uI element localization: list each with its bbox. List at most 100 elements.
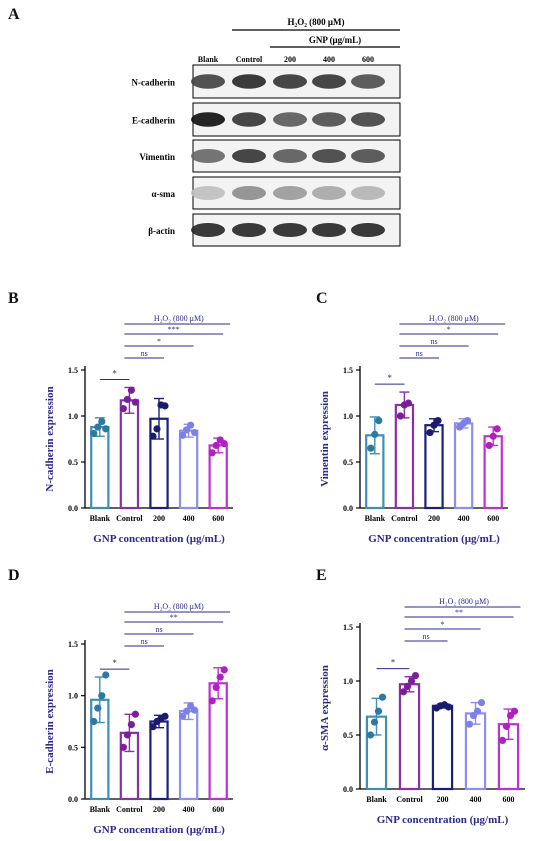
y-tick-label: 1.0: [68, 412, 78, 421]
x-tick-label: Blank: [90, 805, 111, 814]
significance-label: ns: [430, 337, 437, 346]
bar: [119, 399, 140, 510]
data-point: [399, 688, 408, 696]
significance-label: **: [170, 613, 178, 622]
blot-row-label: β-actin: [148, 226, 175, 236]
data-point: [465, 720, 474, 728]
data-point: [464, 417, 472, 425]
lane-label: 600: [362, 55, 374, 64]
blot-band: [191, 148, 225, 164]
blot-band: [312, 148, 346, 164]
blot-row-label: Vimentin: [139, 152, 175, 162]
blot-band: [312, 185, 346, 201]
x-tick-label: 400: [470, 795, 482, 804]
y-tick-label: 0.0: [343, 785, 353, 794]
blot-band: [273, 185, 307, 201]
data-point: [123, 395, 131, 404]
treatment-label: H₂O₂ (800 μM): [154, 314, 204, 323]
blot-band: [273, 148, 307, 164]
panel-letter-a: A: [8, 6, 20, 23]
chart-vimentin: 0.0 0.5 1.0 1.5 Vimentin expression Blank Cont…: [319, 314, 508, 545]
x-tick-label: Control: [116, 514, 143, 523]
data-point: [374, 707, 383, 715]
data-point: [411, 672, 420, 680]
panel-letter-d: D: [8, 567, 20, 584]
blot-band: [351, 112, 385, 127]
significance-label: ns: [155, 625, 162, 634]
blot-band: [351, 222, 385, 238]
x-tick-label: Control: [396, 795, 423, 804]
bar: [424, 424, 444, 510]
chart-alpha-sma: 0.0 0.5 1.0 1.5 α-SMA expression Blank Control…: [319, 597, 525, 826]
lane-label: 200: [284, 55, 296, 64]
data-point: [98, 417, 106, 426]
data-point: [220, 440, 228, 448]
significance-label: *: [387, 373, 392, 383]
x-tick-label: 600: [487, 514, 499, 523]
blot-band: [232, 222, 266, 238]
data-point: [403, 682, 412, 690]
y-tick-label: 1.5: [343, 366, 353, 375]
x-tick-label: 200: [437, 795, 449, 804]
data-point: [378, 693, 387, 701]
treatment-label: H₂O₂ (800 μM): [288, 17, 345, 27]
blot-band: [351, 148, 385, 164]
data-point: [94, 423, 102, 431]
data-point: [477, 699, 486, 707]
data-point: [366, 731, 375, 739]
data-point: [161, 712, 169, 720]
blot-row-label: N-cadherin: [132, 78, 176, 88]
y-tick-label: 1.0: [343, 677, 353, 686]
data-point: [119, 405, 127, 413]
data-point: [191, 706, 199, 714]
data-point: [489, 432, 497, 440]
x-axis-label: GNP concentration (μg/mL): [93, 824, 225, 836]
blot-band: [273, 222, 307, 238]
data-point: [473, 707, 482, 715]
y-axis-label: α-SMA expression: [319, 665, 331, 751]
significance-label: ns: [416, 349, 423, 358]
x-tick-label: 400: [183, 514, 195, 523]
x-tick-label: 400: [458, 514, 470, 523]
chart-e-cadherin: 0.0 0.5 1.0 1.5 E-cadherin expression Blank Co…: [44, 602, 233, 836]
data-point: [407, 677, 416, 685]
lane-label: 400: [323, 55, 335, 64]
blot-band: [191, 222, 225, 238]
data-point: [426, 428, 434, 437]
x-axis-label: GNP concentration (μg/mL): [93, 533, 225, 545]
significance-label: ns: [141, 349, 148, 358]
y-tick-label: 0.5: [68, 743, 78, 752]
data-point: [375, 417, 383, 425]
data-point: [191, 428, 199, 437]
blot-band: [312, 74, 346, 89]
y-tick-label: 0.5: [343, 731, 353, 740]
data-point: [131, 710, 139, 718]
data-point: [131, 398, 139, 406]
x-tick-label: 200: [428, 514, 440, 523]
significance-label: *: [441, 620, 445, 629]
blot-band: [232, 112, 266, 127]
gnp-label: GNP (μg/mL): [309, 35, 361, 45]
x-tick-label: Blank: [90, 514, 111, 523]
y-tick-label: 0.5: [343, 458, 353, 467]
blot-band: [312, 222, 346, 238]
significance-label: ns: [141, 637, 148, 646]
significance-label: *: [447, 325, 451, 334]
bar: [149, 720, 169, 801]
y-tick-label: 1.5: [68, 366, 78, 375]
panel-letter-b: B: [8, 290, 19, 307]
bar: [431, 704, 454, 791]
y-tick-label: 0.0: [68, 795, 78, 804]
data-point: [208, 697, 216, 705]
data-point: [179, 431, 187, 439]
data-point: [90, 717, 98, 726]
y-tick-label: 0.0: [343, 504, 353, 513]
blot-band: [232, 185, 266, 201]
data-point: [94, 704, 102, 712]
data-point: [493, 425, 501, 433]
data-point: [102, 671, 110, 679]
data-point: [396, 412, 404, 420]
blot-band: [191, 185, 225, 201]
blot-band: [351, 185, 385, 201]
